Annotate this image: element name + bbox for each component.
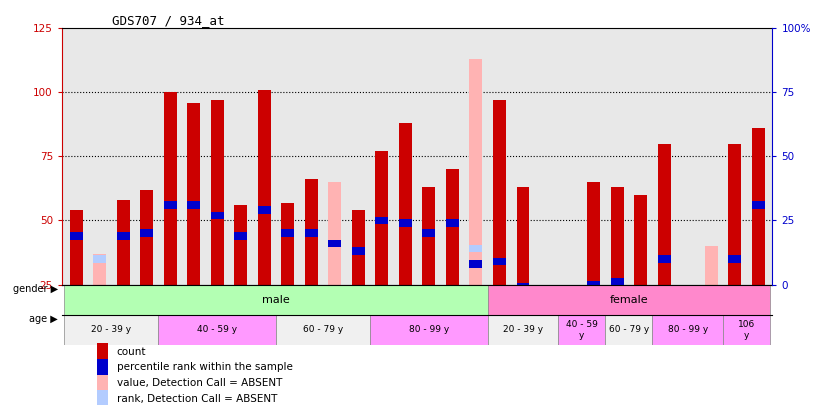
- Bar: [352, 247, 365, 255]
- Bar: [653, 315, 723, 345]
- Bar: [235, 232, 247, 240]
- Bar: [305, 179, 318, 284]
- Bar: [723, 315, 770, 345]
- Text: 40 - 59
y: 40 - 59 y: [566, 320, 598, 340]
- Text: male: male: [262, 295, 290, 305]
- Bar: [657, 144, 671, 284]
- Bar: [164, 201, 177, 209]
- Bar: [563, 286, 577, 294]
- Bar: [258, 207, 271, 214]
- Bar: [69, 210, 83, 284]
- Bar: [370, 315, 487, 345]
- Bar: [469, 260, 482, 268]
- Bar: [64, 315, 159, 345]
- Bar: [634, 195, 647, 284]
- Bar: [69, 232, 83, 240]
- Bar: [752, 128, 765, 284]
- Text: percentile rank within the sample: percentile rank within the sample: [116, 362, 292, 373]
- Text: 40 - 59 y: 40 - 59 y: [197, 326, 237, 335]
- Bar: [282, 230, 294, 237]
- Bar: [305, 230, 318, 237]
- Bar: [211, 211, 224, 219]
- Bar: [211, 100, 224, 284]
- Bar: [116, 200, 130, 284]
- Text: 60 - 79 y: 60 - 79 y: [609, 326, 649, 335]
- Text: 20 - 39 y: 20 - 39 y: [503, 326, 543, 335]
- Bar: [705, 246, 718, 284]
- Text: 60 - 79 y: 60 - 79 y: [303, 326, 343, 335]
- Bar: [164, 92, 177, 284]
- Bar: [587, 281, 600, 288]
- Bar: [487, 284, 770, 315]
- Bar: [276, 315, 370, 345]
- Bar: [493, 100, 506, 284]
- Bar: [610, 278, 624, 286]
- Bar: [329, 182, 341, 284]
- Bar: [116, 232, 130, 240]
- Text: 80 - 99 y: 80 - 99 y: [409, 326, 449, 335]
- Bar: [375, 217, 388, 224]
- Bar: [235, 205, 247, 284]
- Bar: [752, 201, 765, 209]
- Bar: [258, 90, 271, 284]
- Bar: [188, 102, 200, 284]
- Text: rank, Detection Call = ABSENT: rank, Detection Call = ABSENT: [116, 394, 277, 404]
- Bar: [159, 315, 276, 345]
- Bar: [605, 315, 653, 345]
- Bar: [487, 315, 558, 345]
- Bar: [516, 283, 529, 291]
- Text: age ▶: age ▶: [29, 314, 58, 324]
- Bar: [563, 288, 577, 296]
- Text: 20 - 39 y: 20 - 39 y: [92, 326, 131, 335]
- Bar: [540, 291, 553, 298]
- Bar: [446, 219, 459, 227]
- Bar: [422, 187, 435, 284]
- Bar: [352, 210, 365, 284]
- Bar: [634, 288, 647, 296]
- Bar: [97, 390, 108, 405]
- Bar: [681, 309, 694, 317]
- Text: gender ▶: gender ▶: [12, 284, 58, 294]
- Bar: [469, 245, 482, 252]
- Bar: [516, 187, 529, 284]
- Bar: [97, 343, 108, 360]
- Bar: [282, 202, 294, 284]
- Bar: [681, 284, 694, 313]
- Bar: [610, 187, 624, 284]
- Text: 106
y: 106 y: [738, 320, 755, 340]
- Text: female: female: [610, 295, 648, 305]
- Text: count: count: [116, 347, 146, 357]
- Bar: [188, 201, 200, 209]
- Bar: [729, 144, 741, 284]
- Bar: [64, 284, 487, 315]
- Bar: [399, 219, 412, 227]
- Bar: [399, 123, 412, 284]
- Bar: [97, 359, 108, 376]
- Bar: [558, 315, 605, 345]
- Bar: [540, 284, 553, 295]
- Bar: [587, 182, 600, 284]
- Bar: [375, 151, 388, 284]
- Bar: [446, 169, 459, 284]
- Bar: [140, 230, 153, 237]
- Bar: [93, 254, 106, 284]
- Text: GDS707 / 934_at: GDS707 / 934_at: [112, 14, 224, 27]
- Bar: [493, 258, 506, 265]
- Bar: [422, 230, 435, 237]
- Bar: [140, 190, 153, 284]
- Bar: [469, 59, 482, 284]
- Bar: [657, 255, 671, 263]
- Bar: [729, 255, 741, 263]
- Text: 80 - 99 y: 80 - 99 y: [667, 326, 708, 335]
- Bar: [329, 240, 341, 247]
- Bar: [97, 375, 108, 392]
- Text: value, Detection Call = ABSENT: value, Detection Call = ABSENT: [116, 378, 282, 388]
- Bar: [705, 288, 718, 296]
- Bar: [705, 288, 718, 296]
- Bar: [93, 255, 106, 263]
